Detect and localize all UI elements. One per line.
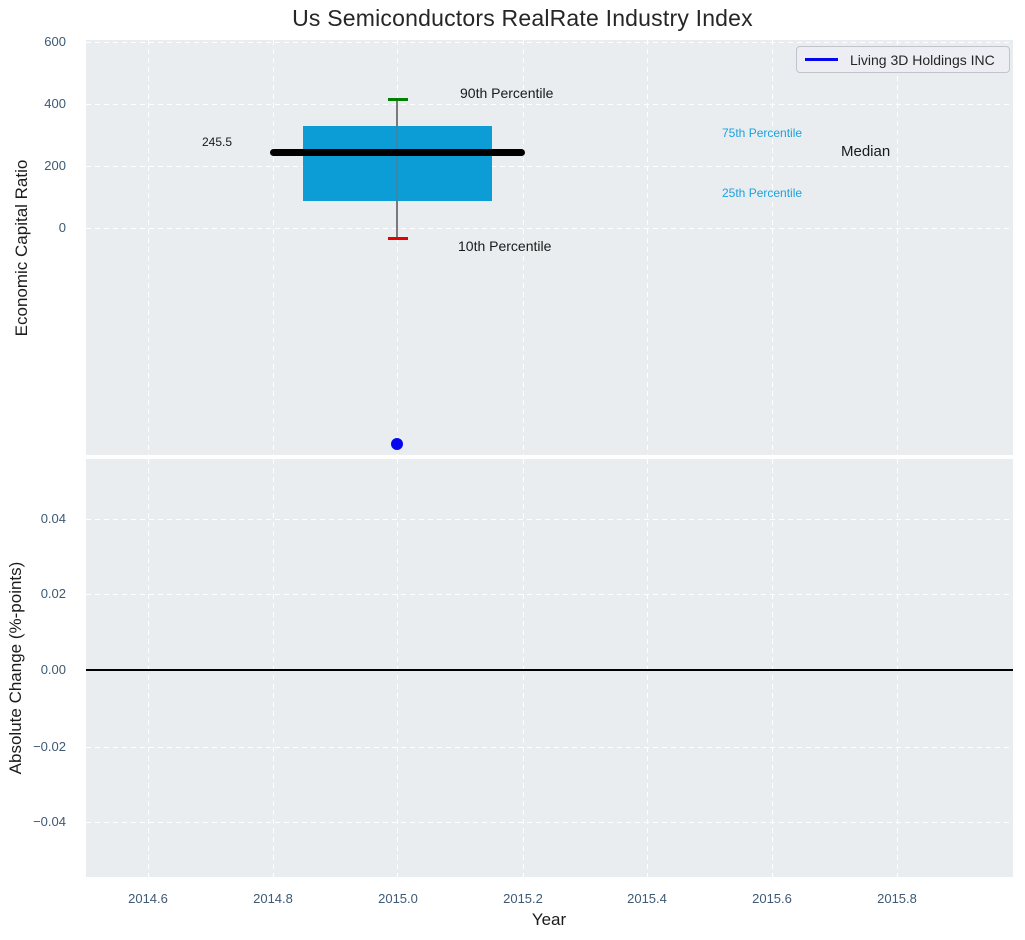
whisker-line-overlay (396, 99, 398, 239)
gridline-h (86, 228, 1013, 229)
gridline-v (772, 40, 773, 455)
legend-line-swatch-icon (805, 58, 838, 61)
p90-label: 90th Percentile (460, 85, 554, 101)
y-axis-label-top: Economic Capital Ratio (12, 159, 31, 337)
x-tick-label: 2015.2 (503, 891, 543, 906)
gridline-h (86, 42, 1013, 43)
gridline-v (523, 40, 524, 455)
gridline-v (397, 40, 398, 455)
x-tick-label: 2015.4 (627, 891, 667, 906)
y-tick-label: 0.02 (40, 586, 66, 601)
gridline-h (86, 822, 1013, 823)
y-tick-label: 0 (58, 220, 66, 235)
company-point (391, 438, 403, 450)
gridline-v (647, 459, 648, 877)
y-tick-label: 0.00 (40, 662, 66, 677)
gridline-v (397, 459, 398, 877)
p10-whisker-cap (388, 237, 408, 240)
gridline-v (148, 459, 149, 877)
p25-label: 25th Percentile (722, 186, 803, 200)
gridline-v (897, 40, 898, 455)
p75-label: 75th Percentile (722, 126, 803, 140)
x-tick-label: 2015.0 (378, 891, 418, 906)
bottom-axes (86, 459, 1013, 877)
median-value-label: 245.5 (201, 135, 232, 149)
iqr-box (303, 126, 492, 201)
p10-label: 10th Percentile (458, 238, 552, 254)
y-tick-label: 0.04 (40, 511, 66, 526)
gridline-v (273, 459, 274, 877)
gridline-v (647, 40, 648, 455)
y-tick-label: −0.04 (33, 814, 66, 829)
legend-label: Living 3D Holdings INC (850, 51, 995, 68)
gridline-v (148, 40, 149, 455)
chart-title: Us Semiconductors RealRate Industry Inde… (292, 5, 753, 31)
gridline-v (772, 459, 773, 877)
x-tick-label: 2014.8 (253, 891, 293, 906)
y-tick-label: −0.02 (33, 739, 66, 754)
gridline-h (86, 104, 1013, 105)
gridline-h (86, 519, 1013, 520)
y-tick-label: 200 (44, 158, 66, 173)
zero-reference-line (86, 669, 1013, 671)
gridline-v (897, 459, 898, 877)
median-label: Median (841, 143, 891, 160)
top-axes: 245.5 90th Percentile 10th Percentile 75… (86, 40, 1013, 455)
x-tick-label: 2015.6 (752, 891, 792, 906)
gridline-v (523, 459, 524, 877)
x-tick-label: 2014.6 (128, 891, 168, 906)
y-tick-label: 600 (44, 34, 66, 49)
y-axis-label-bottom: Absolute Change (%-points) (6, 561, 25, 775)
legend: Living 3D Holdings INC (796, 46, 1010, 73)
y-tick-label: 400 (44, 96, 66, 111)
p90-whisker-cap (388, 98, 408, 101)
gridline-h (86, 594, 1013, 595)
gridline-h (86, 747, 1013, 748)
x-axis-label: Year (531, 910, 567, 929)
gridline-h (86, 166, 1013, 167)
x-tick-label: 2015.8 (877, 891, 917, 906)
median-line (270, 149, 525, 156)
gridline-v (273, 40, 274, 455)
